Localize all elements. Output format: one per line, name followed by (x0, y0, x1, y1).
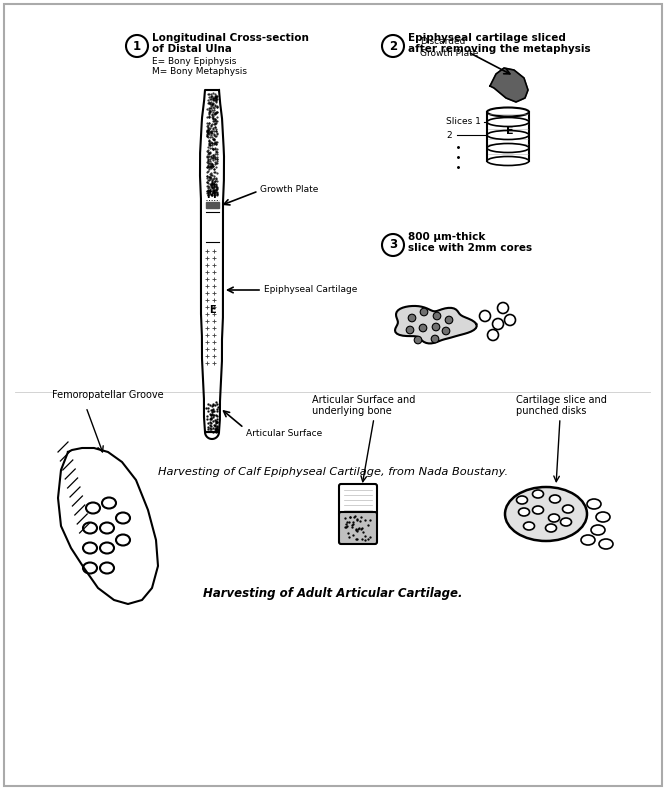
Ellipse shape (487, 107, 529, 116)
Circle shape (408, 314, 416, 322)
Circle shape (431, 335, 439, 343)
Text: M: M (206, 190, 216, 200)
Ellipse shape (533, 506, 543, 514)
Text: 1: 1 (133, 40, 141, 52)
Ellipse shape (561, 518, 571, 526)
Text: E: E (506, 126, 513, 137)
Text: Articular Surface and: Articular Surface and (312, 395, 416, 405)
Text: Slices 1: Slices 1 (446, 118, 481, 126)
Circle shape (432, 323, 440, 331)
Text: E= Bony Epiphysis: E= Bony Epiphysis (152, 58, 236, 66)
Text: E: E (208, 305, 215, 315)
Text: Longitudinal Cross-section: Longitudinal Cross-section (152, 33, 309, 43)
Polygon shape (200, 90, 224, 439)
Text: Harvesting of Calf Epiphyseal Cartilage, from Nada Boustany.: Harvesting of Calf Epiphyseal Cartilage,… (158, 467, 508, 477)
Circle shape (420, 308, 428, 316)
Text: Femoropatellar Groove: Femoropatellar Groove (52, 390, 164, 400)
Ellipse shape (487, 118, 529, 126)
Text: 2: 2 (389, 40, 397, 52)
Text: Epiphyseal cartilage sliced: Epiphyseal cartilage sliced (408, 33, 566, 43)
Polygon shape (58, 448, 158, 604)
Circle shape (445, 316, 453, 324)
FancyBboxPatch shape (339, 484, 377, 516)
Ellipse shape (487, 144, 529, 152)
Circle shape (433, 312, 441, 320)
Circle shape (419, 324, 427, 332)
Ellipse shape (519, 508, 529, 516)
Text: Growth Plate: Growth Plate (260, 185, 319, 194)
Ellipse shape (523, 522, 535, 530)
Ellipse shape (549, 514, 559, 522)
Circle shape (414, 337, 422, 344)
Text: punched disks: punched disks (516, 406, 586, 416)
Text: M= Bony Metaphysis: M= Bony Metaphysis (152, 67, 247, 77)
Text: Discarded: Discarded (420, 37, 466, 47)
Text: Articular Surface: Articular Surface (246, 428, 322, 438)
Text: Harvesting of Adult Articular Cartilage.: Harvesting of Adult Articular Cartilage. (203, 586, 463, 600)
Polygon shape (490, 68, 528, 102)
Text: Epiphyseal Cartilage: Epiphyseal Cartilage (264, 285, 358, 295)
Ellipse shape (487, 156, 529, 165)
Ellipse shape (505, 487, 587, 541)
Ellipse shape (517, 496, 527, 504)
Polygon shape (206, 212, 218, 242)
Text: Growth Plate: Growth Plate (420, 48, 478, 58)
Ellipse shape (545, 524, 557, 532)
Text: of Distal Ulna: of Distal Ulna (152, 44, 232, 54)
Ellipse shape (533, 490, 543, 498)
Text: 800 μm-thick: 800 μm-thick (408, 232, 486, 242)
FancyBboxPatch shape (339, 512, 377, 544)
Text: after removing the metaphysis: after removing the metaphysis (408, 44, 591, 54)
Circle shape (406, 326, 414, 334)
Text: underlying bone: underlying bone (312, 406, 392, 416)
Text: Cartilage slice and: Cartilage slice and (516, 395, 607, 405)
Ellipse shape (549, 495, 561, 503)
Polygon shape (206, 202, 218, 208)
Text: 2: 2 (446, 130, 452, 140)
Ellipse shape (487, 130, 529, 140)
Polygon shape (395, 306, 477, 344)
Circle shape (442, 327, 450, 335)
Text: slice with 2mm cores: slice with 2mm cores (408, 243, 532, 253)
Text: 3: 3 (389, 239, 397, 251)
Ellipse shape (563, 505, 573, 513)
